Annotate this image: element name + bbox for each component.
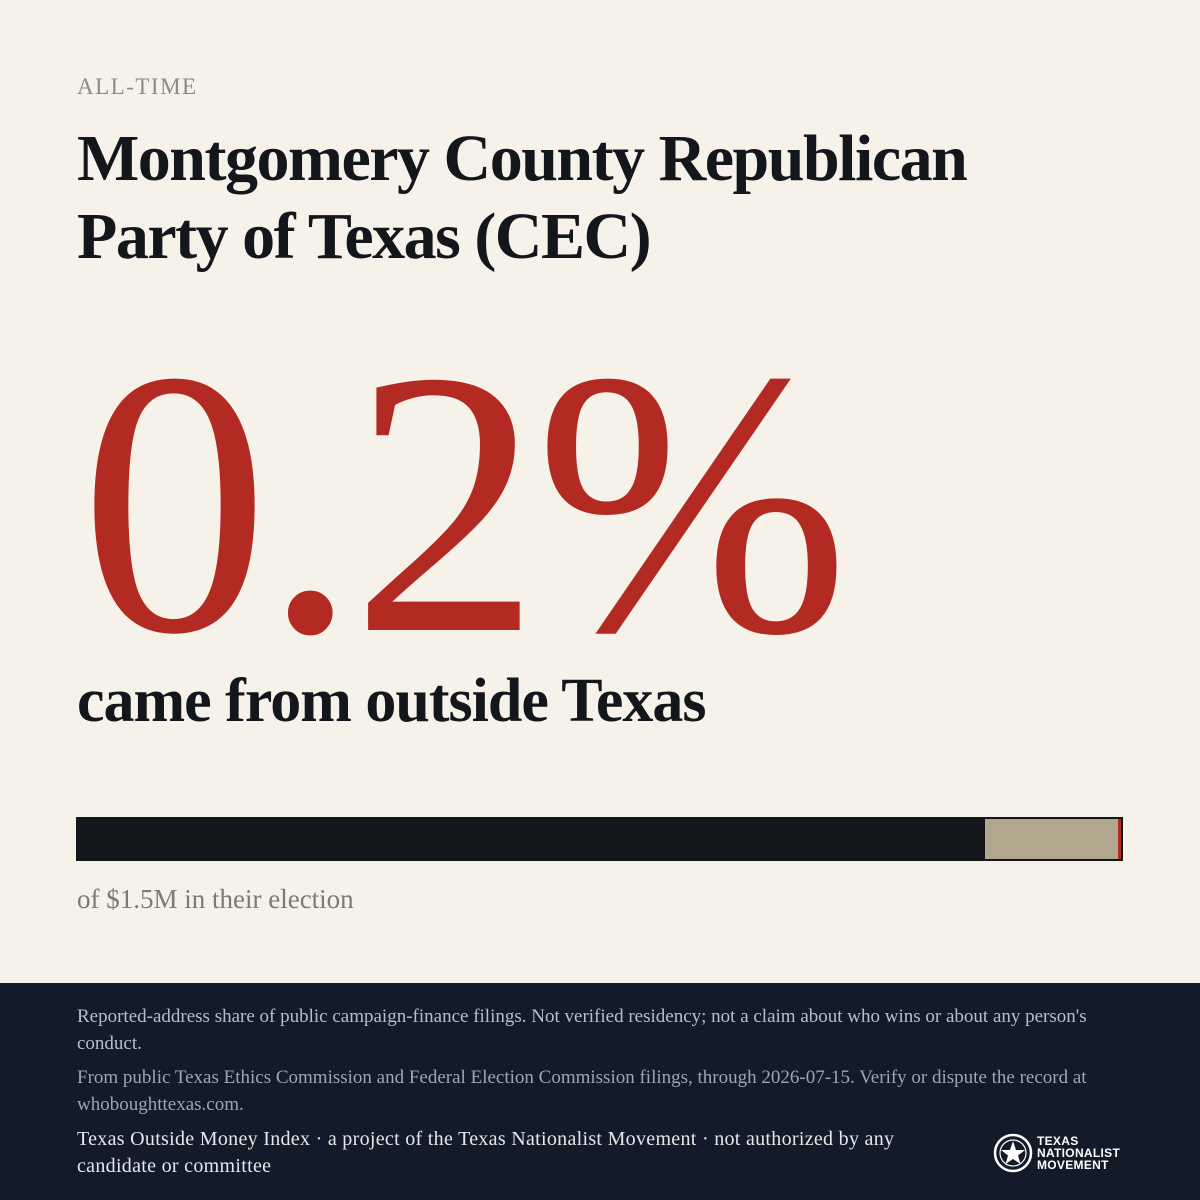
eyebrow-label: ALL-TIME [77,74,198,99]
logo-wordmark: TEXAS NATIONALIST MOVEMENT [1037,1135,1120,1171]
star-seal-icon [993,1133,1033,1173]
total-caption: of $1.5M in their election [77,884,354,914]
headline-percentage: 0.2% [80,293,849,712]
logo-line: NATIONALIST [1037,1146,1121,1160]
share-bar [76,817,1123,861]
share-bar-texas-portion [78,819,986,859]
card-main: ALL-TIME Montgomery County Republican Pa… [76,74,1123,914]
logo-line: MOVEMENT [1037,1158,1109,1172]
tnm-logo: TEXAS NATIONALIST MOVEMENT [993,1131,1133,1175]
headline-caption: came from outside Texas [77,667,707,735]
footer: Reported-address share of public campaig… [0,983,1200,1200]
footer-disclaimer: Reported-address share of public campaig… [77,1006,1087,1054]
page-title: Montgomery County Republican Party of Te… [77,122,968,273]
logo-line: TEXAS [1037,1134,1079,1148]
footer-credit: Texas Outside Money Index · a project of… [77,1128,895,1177]
footer-source: From public Texas Ethics Commission and … [77,1067,1087,1115]
share-bar-outside-accent [1118,819,1121,859]
